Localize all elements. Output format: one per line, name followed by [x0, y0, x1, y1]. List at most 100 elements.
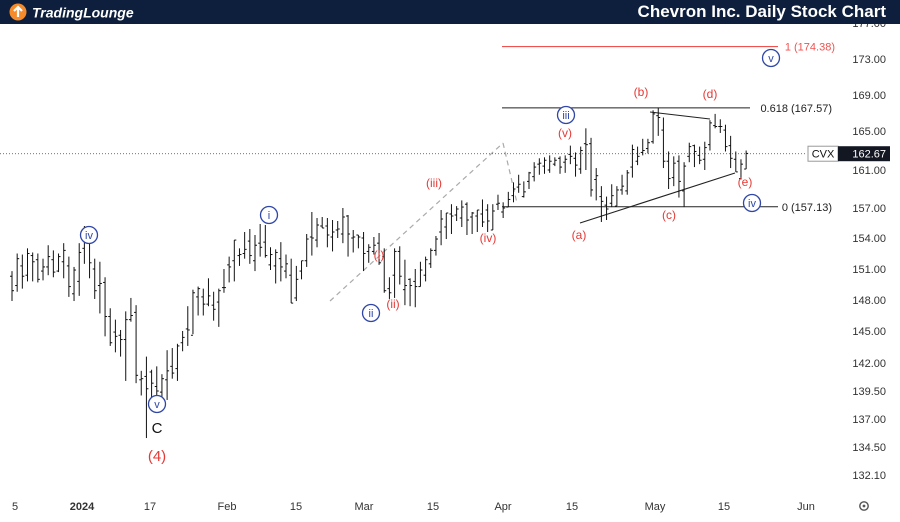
ohlc-bar	[335, 221, 340, 238]
wave-label-text: (e)	[738, 175, 753, 189]
fib-0.618-label: 0.618 (167.57)	[760, 103, 832, 115]
wave-label-text: iv	[748, 198, 756, 210]
ohlc-bar	[294, 265, 299, 302]
wave-label-text: C	[152, 420, 163, 437]
ohlc-bar	[630, 144, 635, 178]
ohlc-bar	[666, 151, 671, 189]
dashed-channel-upper	[329, 142, 504, 302]
ohlc-bar	[733, 151, 738, 173]
ohlc-bar	[573, 152, 578, 177]
wave-label-circle: i	[259, 205, 279, 225]
ohlc-bar	[196, 286, 201, 316]
x-tick-label: Apr	[494, 501, 511, 513]
ohlc-bar	[485, 204, 490, 232]
ohlc-bar	[299, 260, 304, 280]
ohlc-bar	[139, 370, 144, 396]
x-tick-label: May	[645, 501, 666, 513]
ohlc-bar	[382, 248, 387, 293]
ohlc-bar	[625, 170, 630, 195]
ohlc-bar	[578, 146, 583, 174]
wave-circle-ring	[147, 394, 167, 414]
y-tick-label: 137.00	[852, 414, 886, 426]
ohlc-bar	[247, 229, 252, 264]
settings-gear-icon	[859, 501, 869, 511]
ohlc-bar	[645, 138, 650, 154]
ohlc-bar	[72, 266, 77, 302]
ohlc-bar	[103, 277, 108, 337]
wave-label-text: iii	[562, 110, 569, 122]
wave-label-text: (ii)	[386, 297, 399, 311]
ohlc-bar	[547, 155, 552, 173]
wave-circle-ring	[361, 303, 381, 323]
gear-ring	[859, 501, 869, 511]
ohlc-bar	[30, 252, 35, 282]
x-tick-label: 2024	[70, 501, 95, 513]
fib-levels: 0.618 (167.57) 0 (157.13) 1 (174.38)	[502, 42, 835, 214]
y-tick-label: 139.50	[852, 386, 886, 398]
tradinglounge-logo: TradingLounge	[9, 3, 134, 21]
ohlc-bar	[511, 182, 516, 203]
ohlc-bar	[340, 208, 345, 244]
ohlc-bar	[309, 212, 314, 256]
x-tick-label: 17	[144, 501, 156, 513]
ohlc-bar	[252, 235, 257, 272]
wave-label-text: (v)	[558, 126, 572, 140]
ohlc-bar	[366, 244, 371, 263]
ohlc-bar	[92, 258, 97, 299]
x-tick-label: 15	[566, 501, 578, 513]
ohlc-bar	[423, 256, 428, 282]
ohlc-bar	[449, 204, 454, 234]
ohlc-bar	[25, 248, 30, 282]
ohlc-bar	[656, 107, 661, 136]
wave-label-text: (4)	[148, 448, 166, 465]
ohlc-bar	[361, 232, 366, 272]
ohlc-bar	[439, 210, 444, 246]
ohlc-bar	[351, 230, 356, 253]
ohlc-bar	[640, 138, 645, 156]
chart-title: Chevron Inc. Daily Stock Chart	[637, 2, 886, 21]
x-tick-label: Jun	[797, 501, 815, 513]
x-tick-label: Mar	[355, 501, 374, 513]
wave-label-text: (i)	[374, 248, 385, 262]
ohlc-bar	[589, 137, 594, 197]
ohlc-bar	[185, 306, 190, 346]
ohlc-bar	[232, 239, 237, 282]
wave-label-text: (a)	[572, 228, 587, 242]
ohlc-bar	[413, 269, 418, 308]
ohlc-bar	[123, 311, 128, 381]
ohlc-bar	[149, 369, 154, 398]
ohlc-bar	[470, 212, 475, 234]
ohlc-bar	[211, 291, 216, 321]
ohlc-bar	[278, 242, 283, 282]
ohlc-bar	[594, 168, 599, 201]
ohlc-bar	[558, 156, 563, 174]
gear-hub	[862, 504, 866, 508]
y-tick-label: 169.00	[852, 90, 886, 102]
ohlc-bar	[237, 248, 242, 266]
ohlc-bar	[728, 135, 733, 169]
ohlc-bar	[718, 119, 723, 133]
ohlc-bar	[221, 269, 226, 293]
y-tick-label: 148.00	[852, 295, 886, 307]
triangle-upper-trendline	[649, 111, 711, 120]
wave-label-circle: v	[761, 48, 781, 68]
y-tick-label: 154.00	[852, 233, 886, 245]
ohlc-bar	[263, 225, 268, 258]
dashed-channel-drop	[502, 142, 518, 204]
wave-label-circle: ii	[361, 303, 381, 323]
ohlc-bar	[190, 289, 195, 336]
ohlc-bar	[20, 254, 25, 289]
wave-labels: (b) (d)(v)(e)(a)(c)(iii)(iv)(i)(ii)(4)Cii…	[79, 48, 781, 465]
ohlc-bar	[620, 174, 625, 195]
ohlc-bar	[599, 186, 604, 222]
ohlc-bar	[387, 277, 392, 299]
ohlc-bar	[495, 194, 500, 210]
wave-circle-ring	[742, 193, 762, 213]
ohlc-bar	[697, 146, 702, 165]
wave-circle-ring	[556, 105, 576, 125]
ohlc-bar	[46, 245, 51, 276]
ohlc-bar	[35, 253, 40, 283]
wave-label-text: (iii)	[426, 176, 442, 190]
ohlc-bar	[464, 202, 469, 235]
